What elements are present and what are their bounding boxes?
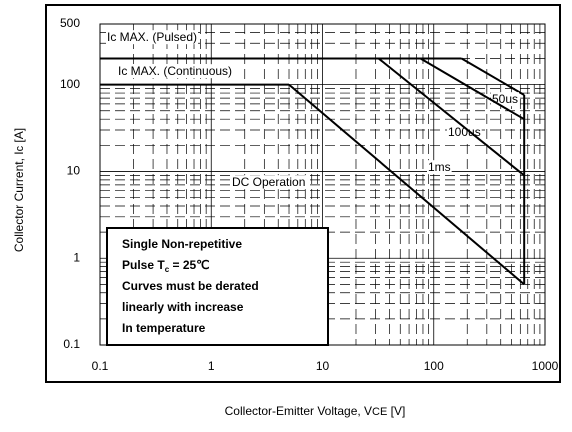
note-text: In temperature [122, 321, 206, 335]
axis-subscript: CE [372, 406, 387, 418]
series-label: DC Operation [232, 175, 305, 189]
label-bg [106, 30, 199, 45]
axis-subscript: c [14, 145, 26, 151]
label-bg [427, 160, 452, 175]
x-tick-label: 100 [424, 359, 444, 373]
note-text: = 25℃ [169, 258, 210, 272]
y-tick-label: 0.1 [63, 337, 80, 351]
y-tick-label: 100 [60, 77, 80, 91]
soa-line [461, 57, 525, 96]
note-line: Single Non-repetitive [122, 237, 242, 251]
soa-line [288, 83, 525, 286]
y-axis-title: Collector Current, Ic [A] [12, 128, 26, 252]
note-text: linearly with increase [122, 300, 244, 314]
note-line: Pulse Tc = 25℃ [122, 258, 210, 274]
series-label: Ic MAX. (Pulsed) [107, 30, 197, 44]
series-label: 1ms [428, 160, 451, 174]
note-line: In temperature [122, 321, 206, 335]
y-tick-label: 500 [60, 16, 80, 30]
soa-line [419, 57, 525, 121]
soa-line [378, 57, 525, 177]
axis-text: [V] [387, 404, 405, 418]
x-tick-label: 1 [208, 359, 215, 373]
label-bg [447, 125, 482, 140]
y-tick-label: 1 [73, 250, 80, 264]
axis-text: [A] [12, 128, 26, 146]
series-label: 50us [492, 92, 518, 106]
note-box [106, 227, 329, 346]
note-subscript: c [165, 265, 170, 274]
x-tick-label: 1000 [532, 359, 559, 373]
note-text: Single Non-repetitive [122, 237, 242, 251]
series-label: Ic MAX. (Continuous) [118, 64, 232, 78]
label-bg [491, 92, 520, 107]
y-tick-label: 10 [67, 164, 81, 178]
axis-text: Collector Current, I [12, 151, 26, 252]
label-bg [231, 175, 307, 190]
note-line: linearly with increase [122, 300, 244, 314]
note-line: Curves must be derated [122, 279, 259, 293]
series-label: 100us [448, 125, 481, 139]
axis-text: Collector-Emitter Voltage, V [225, 404, 372, 418]
x-tick-label: 10 [316, 359, 330, 373]
label-bg [117, 64, 234, 79]
note-text: Curves must be derated [122, 279, 259, 293]
x-tick-label: 0.1 [92, 359, 109, 373]
note-text: Pulse T [122, 258, 165, 272]
x-axis-title: Collector-Emitter Voltage, VCE [V] [225, 404, 406, 418]
